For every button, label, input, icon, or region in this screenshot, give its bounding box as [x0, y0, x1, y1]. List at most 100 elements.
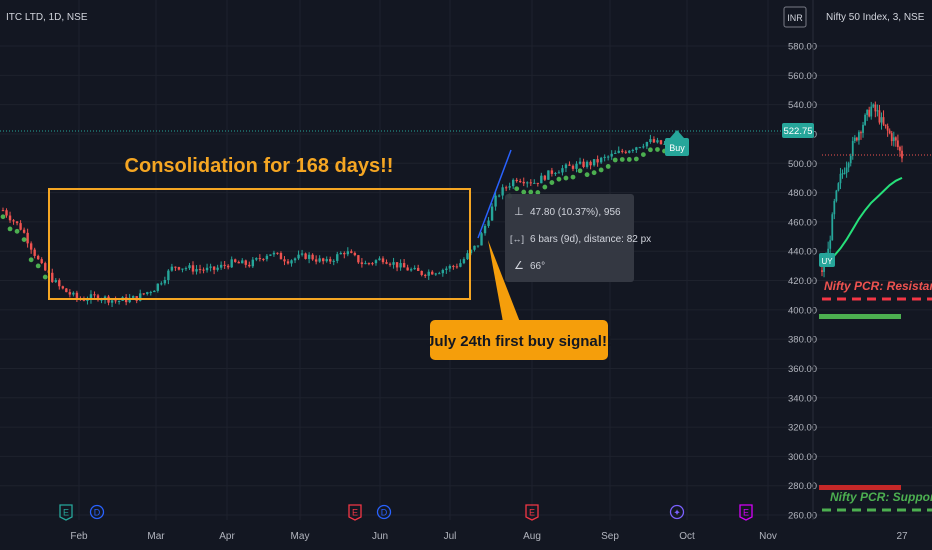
- candle-body: [628, 150, 631, 153]
- candle-body: [219, 264, 223, 268]
- time-tick-label: Aug: [523, 531, 541, 542]
- candle-body: [561, 168, 564, 173]
- event-marker-letter: E: [63, 508, 69, 518]
- inset-candle-body: [862, 124, 864, 133]
- candle-body: [540, 175, 543, 184]
- event-marker-letter: ✦: [673, 508, 681, 518]
- candle-body: [234, 259, 237, 262]
- candle-body: [40, 259, 43, 264]
- buy-signal-dot: [21, 237, 27, 243]
- buy-signal-dot: [514, 186, 520, 192]
- candle-body: [110, 300, 114, 303]
- candle-body: [589, 161, 592, 166]
- event-marker-earnings-down[interactable]: E: [348, 504, 362, 521]
- candle-body: [592, 159, 596, 166]
- candle-body: [128, 297, 131, 303]
- consolidation-title: Consolidation for 168 days!!: [125, 155, 394, 177]
- buy-badge[interactable]: Buy: [665, 130, 689, 156]
- candle-body: [318, 258, 321, 262]
- candle-body: [635, 147, 638, 150]
- candle-body: [357, 255, 360, 263]
- candle-body: [487, 220, 490, 226]
- inset-candle-body: [845, 167, 848, 173]
- inset-candle-body: [831, 214, 834, 241]
- candle-body: [367, 263, 371, 265]
- inset-candle-body: [882, 117, 885, 125]
- trendline[interactable]: [477, 149, 512, 239]
- event-marker-earnings-down[interactable]: E: [525, 504, 539, 521]
- event-marker-earnings-up[interactable]: E: [59, 504, 73, 521]
- buy-signal-dot: [591, 170, 597, 176]
- candle-body: [339, 252, 342, 255]
- candle-body: [202, 269, 205, 271]
- candle-body: [258, 258, 262, 260]
- candle-body: [146, 292, 149, 294]
- candle-body: [473, 245, 476, 250]
- candle-body: [51, 272, 54, 282]
- candle-body: [314, 259, 318, 262]
- candle-body: [416, 267, 420, 271]
- price-tick-label: 320.00: [788, 423, 817, 434]
- candle-body: [72, 292, 75, 295]
- inset-candle-body: [872, 104, 875, 107]
- candle-body: [216, 267, 219, 270]
- candle-body: [26, 232, 29, 244]
- buy-signal-callout[interactable]: July 24th first buy signal!!: [426, 240, 612, 360]
- candle-body: [402, 263, 406, 268]
- measure-price-icon: ⊥: [514, 206, 524, 218]
- measure-bars-text: 6 bars (9d), distance: 82 px: [530, 234, 651, 245]
- consolidation-box[interactable]: [48, 188, 471, 300]
- price-tick-label: 300.00: [788, 452, 817, 463]
- event-marker-letter: E: [352, 508, 358, 518]
- time-tick-label: Nov: [759, 531, 777, 542]
- measure-angle-text: 66°: [530, 261, 545, 272]
- measure-angle-icon: ∠: [514, 260, 524, 272]
- event-marker-dividend[interactable]: D: [376, 504, 392, 520]
- inset-candle-body: [858, 132, 860, 141]
- candle-body: [455, 266, 459, 268]
- candle-body: [272, 252, 276, 255]
- event-marker-earnings-upcoming[interactable]: E: [739, 504, 753, 521]
- candle-body: [424, 274, 427, 276]
- buy-signal-dot: [542, 184, 548, 190]
- candle-body: [413, 267, 416, 270]
- candle-body: [649, 139, 652, 143]
- inset-candle-body: [866, 109, 869, 115]
- time-tick-label: Apr: [219, 531, 235, 542]
- inset-buy-badge[interactable]: [819, 253, 835, 267]
- candle-body: [378, 258, 381, 261]
- candle-body: [15, 221, 19, 224]
- candle-body: [533, 182, 536, 184]
- candle-body: [409, 269, 413, 271]
- currency-button-label: INR: [787, 13, 803, 23]
- candle-body: [131, 296, 135, 298]
- candle-body: [297, 254, 300, 259]
- price-tick-label: 360.00: [788, 364, 817, 375]
- currency-button[interactable]: INR: [783, 6, 807, 28]
- candle-body: [575, 163, 578, 169]
- inset-candle-body: [843, 172, 846, 174]
- event-marker-letter: D: [381, 508, 388, 518]
- buy-signal-dot: [0, 214, 6, 220]
- buy-signal-dot: [598, 167, 604, 173]
- inset-candle-body: [833, 200, 836, 215]
- price-tick-label: 420.00: [788, 276, 817, 287]
- event-marker-split[interactable]: ✦: [669, 504, 685, 520]
- price-tick-label: 560.00: [788, 71, 817, 82]
- inset-pane[interactable]: Nifty 50 Index, 3, NSE UY Nifty PCR: Res…: [812, 0, 932, 520]
- symbol-title: ITC LTD, 1D, NSE: [6, 12, 88, 23]
- candle-body: [262, 258, 265, 260]
- inset-candle-body: [886, 126, 889, 131]
- candle-body: [642, 146, 645, 148]
- candle-body: [329, 259, 332, 262]
- time-tick-label: Jul: [444, 531, 457, 542]
- price-tick-label: 460.00: [788, 217, 817, 228]
- inset-candle-body: [835, 190, 838, 201]
- price-axis: 580.00560.00540.00520.00500.00480.00460.…: [788, 42, 817, 522]
- buy-signal-dot: [612, 157, 618, 163]
- event-marker-dividend[interactable]: D: [89, 504, 105, 520]
- candle-body: [100, 299, 103, 301]
- candle-body: [114, 300, 117, 302]
- candle-body: [353, 252, 357, 256]
